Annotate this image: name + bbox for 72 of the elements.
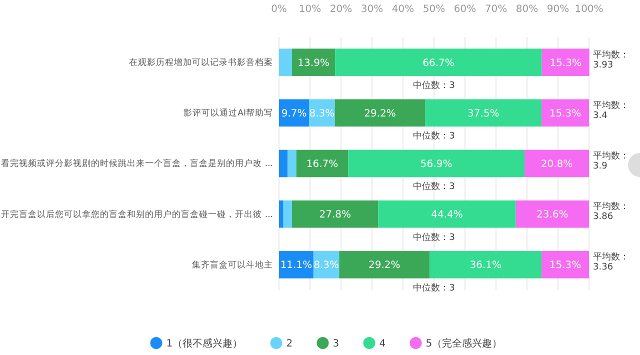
x-tick-label: 0%	[271, 4, 287, 15]
bar	[378, 200, 516, 228]
legend-label: 3	[332, 338, 340, 350]
y-tick-label: 看完视频或评分影视剧的时候跳出来一个盲盒，盲盒是别的用户改 ...	[1, 158, 273, 170]
x-tick-label: 80%	[516, 4, 538, 15]
x-tick-label: 50%	[422, 4, 446, 15]
y-tick-label: 在观影历程增加可以记录书影音档案	[129, 57, 273, 68]
bar	[283, 200, 292, 228]
data-label: 16.7%	[306, 159, 338, 170]
data-label: 9.7%	[281, 108, 307, 120]
data-label: 37.5%	[468, 108, 500, 120]
legend-label: 1（很不感兴趣）	[166, 338, 243, 350]
data-label: 56.9%	[420, 159, 452, 170]
bar	[296, 150, 348, 178]
data-label: 8.3%	[309, 108, 335, 120]
annotation: 中位数：3	[413, 232, 455, 243]
y-tick-label: 集齐盲盒可以斗地主	[192, 259, 273, 270]
x-tick-label: 40%	[392, 4, 414, 15]
bar	[334, 99, 426, 127]
bar	[524, 150, 589, 178]
bar	[339, 251, 430, 278]
bar	[516, 200, 589, 228]
data-label: 36.1%	[470, 260, 502, 272]
bar	[542, 48, 590, 76]
x-tick-label: 20%	[330, 4, 352, 15]
data-label: 15.3%	[549, 260, 582, 272]
y-tick-label: 影评可以通过AI帮助写	[184, 108, 273, 119]
bar	[335, 48, 542, 76]
x-tick-label: 10%	[298, 4, 322, 15]
annotation: 中位数：3	[413, 80, 455, 91]
bar	[542, 251, 589, 278]
bar	[425, 99, 542, 127]
x-tick-label: 100%	[574, 4, 604, 15]
bar	[288, 150, 296, 178]
data-label: 11.1%	[280, 260, 312, 272]
y-tick-label: 开完盲盒以后您可以拿您的盲盒和别的用户的盲盒碰一碰，开出彼 ...	[1, 208, 273, 220]
text: 平均数： 3.9	[593, 150, 629, 172]
bar	[430, 251, 542, 278]
text: 平均数： 3.86	[593, 201, 629, 222]
annotation: 中位数：3	[413, 282, 455, 294]
data-label: 44.4%	[431, 210, 463, 221]
legend-label: 5（完全感兴趣）	[426, 338, 502, 350]
legend-label: 2	[286, 338, 293, 350]
data-label: 66.7%	[422, 58, 454, 69]
bar	[279, 251, 314, 278]
data-label: 8.3%	[314, 260, 339, 272]
x-tick-label: 60%	[454, 4, 476, 15]
annotation: 中位数：3	[413, 181, 455, 192]
data-label: 27.8%	[319, 210, 351, 221]
x-tick-label: 30%	[360, 4, 384, 15]
data-label: 29.2%	[364, 108, 396, 120]
bar	[279, 200, 284, 228]
data-label: 20.8%	[540, 159, 573, 170]
text: 平均数： 3.93	[593, 49, 629, 70]
data-label: 29.2%	[368, 260, 400, 272]
data-label: 23.6%	[536, 210, 568, 221]
annotation: 中位数：3	[413, 130, 455, 142]
bar	[292, 48, 336, 76]
text: 平均数： 3.4	[593, 100, 629, 121]
bar	[279, 150, 288, 178]
data-label: 15.3%	[550, 58, 582, 69]
data-label: 15.3%	[549, 108, 582, 120]
data-label: 13.9%	[298, 58, 330, 69]
bar	[348, 150, 525, 178]
x-tick-label: 90%	[546, 4, 570, 15]
bar	[542, 99, 589, 127]
bar	[279, 48, 292, 76]
bar	[292, 200, 378, 228]
x-tick-label: 70%	[484, 4, 508, 15]
text: 平均数： 3.36	[593, 252, 629, 273]
legend-label: 4	[379, 338, 386, 350]
bar	[279, 99, 310, 127]
